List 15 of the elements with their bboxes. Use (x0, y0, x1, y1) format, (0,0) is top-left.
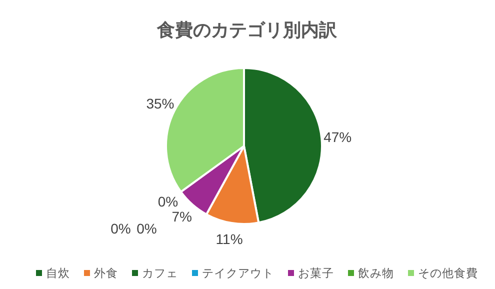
text: 0% (158, 193, 178, 210)
legend-label: カフェ (142, 268, 178, 280)
legend-label: 飲み物 (358, 267, 394, 280)
data-label: 47% (324, 129, 352, 146)
legend-label: 自炊 (46, 267, 70, 280)
legend-label: お菓子 (298, 267, 334, 280)
legend-label: その他食費 (418, 267, 478, 280)
text: 0% (136, 220, 157, 236)
legend-label: 外食 (94, 267, 118, 280)
data-label: 11% (216, 230, 243, 247)
text: 0% (110, 220, 131, 236)
data-label: 7% (172, 208, 192, 225)
legend-label: テイクアウト (202, 268, 274, 280)
chart-title: 食費のカテゴリ別内訳 (156, 20, 338, 40)
data-label: 35% (146, 95, 174, 112)
